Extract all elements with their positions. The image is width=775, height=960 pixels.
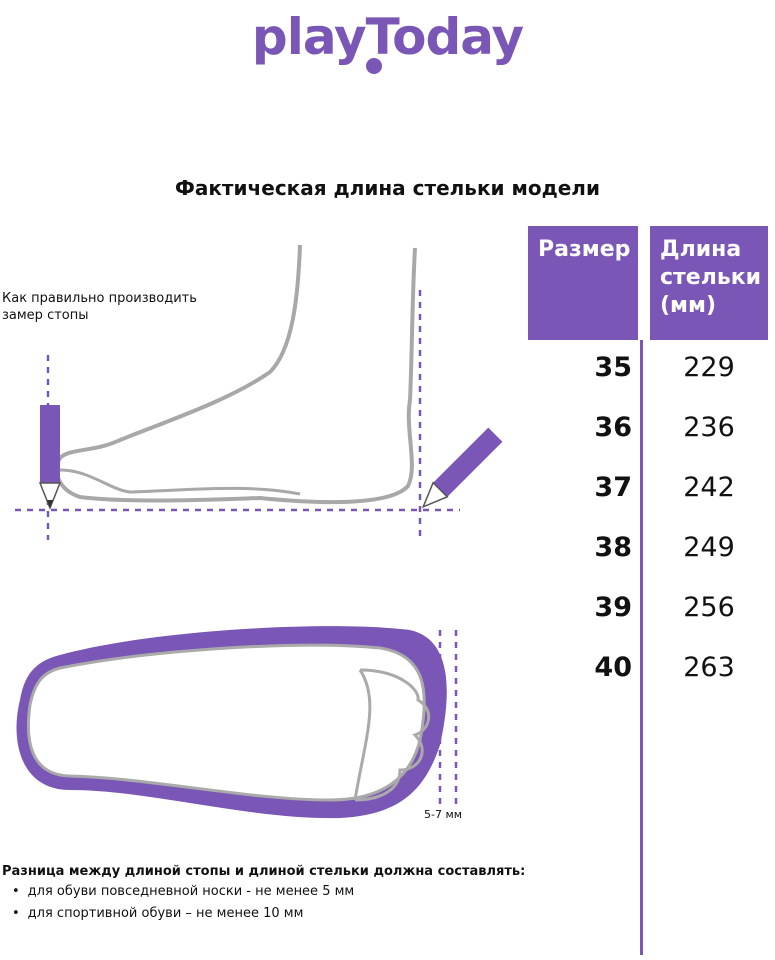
length-cell: 229 [683,352,735,383]
header-length-line: (мм) [660,293,717,318]
brand-logo: playToday [251,8,524,66]
note-title: Разница между длиной стопы и длиной стел… [2,864,526,879]
foot-side-view [54,244,417,505]
page-title: Фактическая длина стельки модели [175,176,600,200]
header-length-line: стельки [660,265,762,290]
measure-lines [15,290,460,540]
length-cell: 236 [683,412,735,443]
pencil-icon [421,427,503,509]
header-length: Длина стельки (мм) [650,226,768,340]
length-cell: 263 [683,652,735,683]
size-cell: 38 [594,532,632,563]
size-cell: 36 [594,412,632,443]
size-cell: 40 [594,652,632,683]
length-cell: 256 [683,592,735,623]
caption-line: замер стопы [2,308,89,323]
column-divider [640,340,643,955]
measure-caption: Как правильно производить замер стопы [2,290,197,324]
note-bullet: для обуви повседневной носки - не менее … [12,884,355,899]
size-cell: 35 [594,352,632,383]
caption-line: Как правильно производить [2,291,197,306]
size-cell: 37 [594,472,632,503]
size-cell: 39 [594,592,632,623]
pencil-icon [38,405,62,511]
logo-dot [366,58,382,74]
header-size: Размер [528,226,638,340]
gap-lines [438,630,458,810]
gap-label: 5-7 мм [424,808,463,821]
length-cell: 249 [683,532,735,563]
insole-top-view [16,626,447,819]
header-length-line: Длина [660,237,742,262]
length-cell: 242 [683,472,735,503]
note-bullet: для спортивной обуви – не менее 10 мм [12,906,304,921]
